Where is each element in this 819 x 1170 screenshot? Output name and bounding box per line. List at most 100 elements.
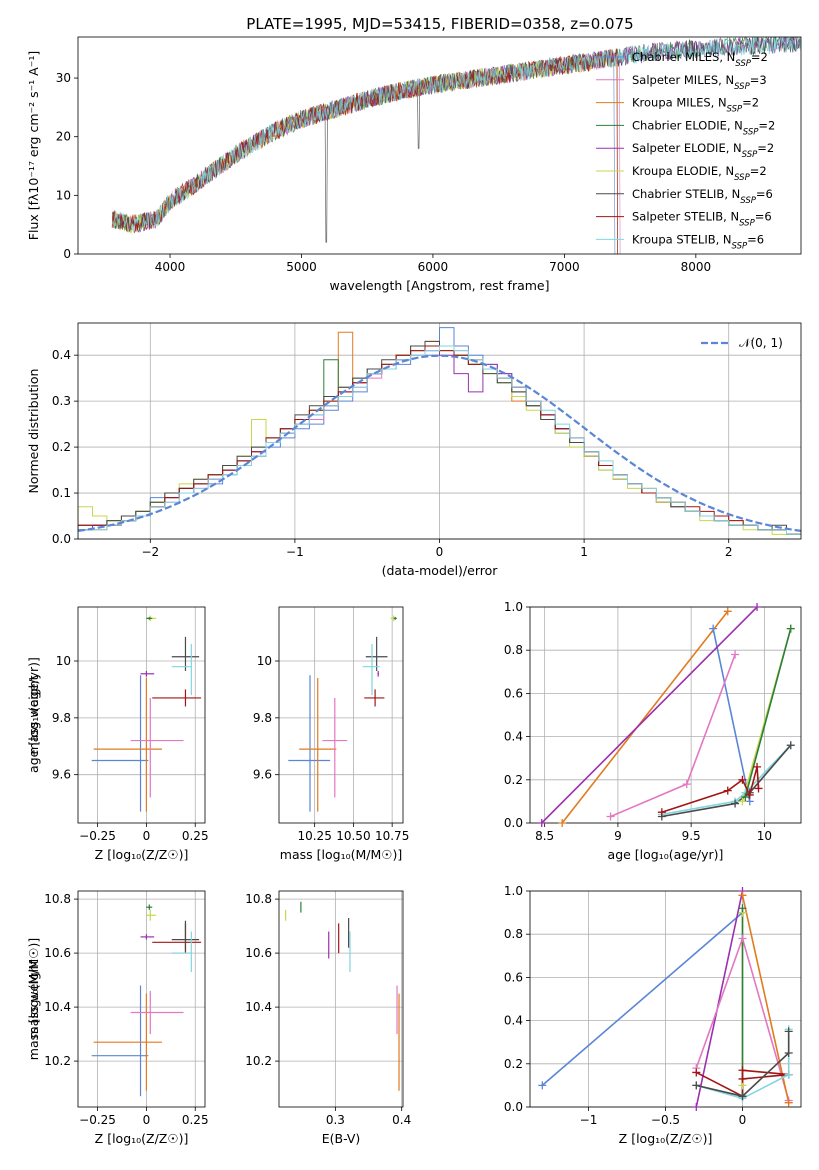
weight-line xyxy=(741,895,790,1103)
x-tick-label: 6000 xyxy=(418,260,449,274)
y-tick-label: 9.8 xyxy=(253,711,272,725)
weight-marker xyxy=(709,624,718,633)
x-tick-label: 0 xyxy=(436,545,444,559)
weight-marker xyxy=(741,793,750,802)
x-tick-label: 0 xyxy=(739,1113,747,1127)
gridlines xyxy=(279,891,403,1107)
plot-area xyxy=(91,904,202,1097)
x-tick-label: 2 xyxy=(725,545,733,559)
y-axis-label: mass weight xyxy=(26,959,41,1038)
x-tick-label: −1 xyxy=(286,545,304,559)
weight-marker xyxy=(606,812,615,821)
legend-label-sub: SSP xyxy=(727,105,743,115)
legend-label: Kroupa ELODIE, NSSP=2 xyxy=(632,164,767,183)
axes-frame xyxy=(77,36,802,255)
y-axis-label: mass [log₁₀(M/M☉)] xyxy=(26,938,41,1060)
legend-label-suffix: =6 xyxy=(755,210,772,224)
y-tick-label: 10 xyxy=(56,654,71,668)
y-tick-label: 1.0 xyxy=(504,884,523,898)
legend-label-sub: SSP xyxy=(742,150,758,160)
x-tick-label: 10.25 xyxy=(297,829,331,843)
plot-area xyxy=(111,37,801,254)
y-tick-label: 10.8 xyxy=(44,892,71,906)
x-tick-label: 10.75 xyxy=(375,829,409,843)
weight-marker xyxy=(738,1092,747,1101)
legend-label-sub: SSP xyxy=(735,59,751,69)
y-tick-label: 10.2 xyxy=(44,1054,71,1068)
x-tick-label: 8000 xyxy=(681,260,712,274)
spectrum-line xyxy=(111,51,618,254)
weight-marker xyxy=(731,799,740,808)
gridlines xyxy=(530,606,801,824)
y-tick-label: 10 xyxy=(56,188,71,202)
y-tick-label: 0 xyxy=(63,247,71,261)
y-tick-label: 10.8 xyxy=(245,892,272,906)
x-tick-label: −0.25 xyxy=(79,829,116,843)
histogram-step xyxy=(78,345,801,539)
legend-label-suffix: =2 xyxy=(751,50,768,64)
spectrum-line xyxy=(111,48,618,254)
weight-marker xyxy=(723,607,732,616)
gridlines xyxy=(279,607,403,823)
weight-marker xyxy=(738,1066,747,1075)
weight-marker xyxy=(738,904,747,913)
x-axis-label: E(B-V) xyxy=(322,1131,361,1146)
x-tick-label: 0.3 xyxy=(326,1113,345,1127)
spectrum-line xyxy=(111,37,801,234)
x-tick-label: 0.25 xyxy=(182,829,209,843)
x-tick-label: 5000 xyxy=(286,260,317,274)
x-tick-label: 0 xyxy=(143,1113,151,1127)
y-tick-label: 0.0 xyxy=(52,532,71,546)
x-tick-label: 9.5 xyxy=(682,829,701,843)
x-axis-label: age [log₁₀(age/yr)] xyxy=(608,847,724,862)
panel-spectrum: 4000 5000 6000 7000 8000 0 10 20 30 wavelength [A… xyxy=(26,36,802,293)
y-tick-label: 30 xyxy=(56,71,71,85)
y-tick-label: 10.6 xyxy=(44,946,71,960)
legend-label-suffix: =6 xyxy=(747,232,764,246)
y-tick-label: 0.3 xyxy=(52,394,71,408)
y-axis-label: Flux [fλ10⁻¹⁷ erg cm⁻² s⁻¹ A⁻¹] xyxy=(26,51,41,240)
weight-line xyxy=(541,911,744,1087)
weight-marker xyxy=(692,1103,701,1111)
weight-line xyxy=(561,610,729,823)
y-axis-label: mass weight xyxy=(26,675,41,754)
weight-marker xyxy=(745,790,754,799)
y-tick-label: 10.4 xyxy=(245,1000,272,1014)
weight-marker xyxy=(753,762,762,771)
weight-line xyxy=(744,628,792,798)
x-tick-label: 8.5 xyxy=(535,829,554,843)
x-axis-label: Z [log₁₀(Z/Z☉)] xyxy=(95,1131,189,1146)
legend-label: Chabrier ELODIE, NSSP=2 xyxy=(632,118,775,137)
axes-frame xyxy=(278,606,404,824)
weight-marker xyxy=(786,624,795,633)
plot-area xyxy=(288,615,397,812)
x-tick-label: 0.25 xyxy=(182,1113,209,1127)
legend-label-sub: SSP xyxy=(734,82,750,92)
x-tick-label: −2 xyxy=(141,545,159,559)
histogram-step xyxy=(78,340,801,539)
y-axis-label: Normed distribution xyxy=(26,369,41,494)
y-tick-label: 10 xyxy=(257,654,272,668)
y-tick-label: 0.2 xyxy=(504,773,523,787)
x-axis-label: mass [log₁₀(M/M☉)] xyxy=(280,847,402,862)
x-axis-label: Z [log₁₀(Z/Z☉)] xyxy=(95,847,189,862)
spectrum-line xyxy=(111,50,621,254)
axes-frame xyxy=(529,890,802,1108)
x-tick-label: 9 xyxy=(614,829,622,843)
legend-label-suffix: =6 xyxy=(756,187,773,201)
y-tick-label: 0.4 xyxy=(504,1014,523,1028)
legend-label: Salpeter ELODIE, NSSP=2 xyxy=(632,141,774,160)
weight-marker xyxy=(692,1081,701,1090)
weight-marker xyxy=(682,780,691,789)
weight-marker xyxy=(784,1098,793,1107)
y-tick-label: 20 xyxy=(56,130,71,144)
plot-area xyxy=(91,615,202,812)
weight-marker xyxy=(786,741,795,750)
legend-label-suffix: =2 xyxy=(757,141,774,155)
axes-frame xyxy=(77,890,206,1108)
y-tick-label: 0.1 xyxy=(52,486,71,500)
legend-label-sub: SSP xyxy=(734,173,750,183)
weight-marker xyxy=(738,891,747,900)
figure-title: PLATE=1995, MJD=53415, FIBERID=0358, z=0… xyxy=(246,15,633,33)
spectrum-line xyxy=(111,37,801,234)
